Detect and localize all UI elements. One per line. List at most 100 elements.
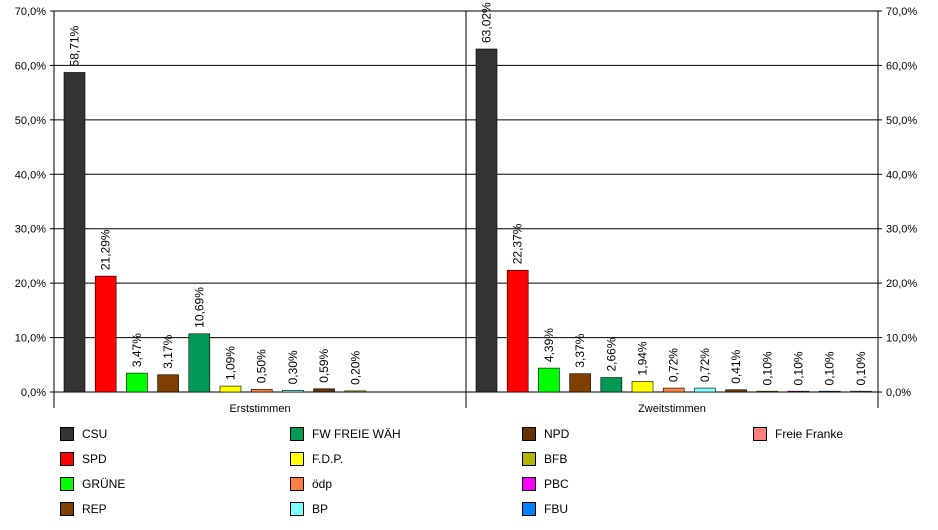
legend-item: FW FREIE WÄH	[290, 426, 401, 442]
data-label: 0,59%	[317, 348, 331, 382]
data-label: 63,02%	[480, 2, 494, 43]
legend-swatch	[522, 477, 536, 491]
data-label: 0,10%	[854, 351, 868, 385]
data-label: 22,37%	[511, 223, 525, 264]
y-tick-label-left: 70,0%	[15, 6, 46, 18]
bar	[631, 381, 654, 393]
y-tick-label-left: 20,0%	[15, 278, 46, 290]
legend-swatch	[60, 427, 74, 441]
bar	[126, 372, 148, 393]
legend-label: F.D.P.	[312, 452, 344, 466]
legend-swatch	[290, 502, 304, 516]
legend-label: ödp	[312, 477, 333, 491]
legend-item: F.D.P.	[290, 451, 343, 467]
legend-item: CSU	[60, 426, 107, 442]
legend-label: FW FREIE WÄH	[312, 427, 401, 441]
y-tick-label-left: 30,0%	[15, 224, 46, 236]
bar	[344, 390, 367, 393]
data-label: 0,10%	[823, 351, 837, 385]
data-label: 3,47%	[130, 333, 144, 367]
y-tick-label-left: 50,0%	[15, 115, 46, 127]
bar	[818, 390, 841, 393]
bar	[850, 390, 872, 393]
y-tick-label-left: 10,0%	[15, 333, 46, 345]
data-label: 1,94%	[636, 341, 650, 375]
x-category-label: Erststimmen	[229, 403, 290, 415]
y-tick-label-right: 20,0%	[886, 278, 917, 290]
legend-swatch	[60, 502, 74, 516]
legend-swatch	[290, 477, 304, 491]
data-label: 3,37%	[573, 333, 587, 367]
data-label: 0,10%	[792, 351, 806, 385]
bar	[694, 387, 716, 393]
legend-swatch	[290, 427, 304, 441]
data-label: 0,72%	[698, 348, 712, 382]
data-label: 21,29%	[99, 229, 113, 270]
y-tick-label-right: 0,0%	[886, 387, 911, 399]
data-label: 0,30%	[286, 350, 300, 384]
legend-label: BP	[312, 502, 329, 516]
y-tick-label-right: 60,0%	[886, 60, 917, 72]
data-label: 0,50%	[255, 349, 269, 383]
bar	[538, 367, 560, 393]
legend-label: REP	[82, 502, 107, 516]
legend-swatch	[522, 427, 536, 441]
legend-label: CSU	[82, 427, 108, 441]
legend-item: GRÜNE	[60, 476, 125, 492]
bar	[756, 390, 779, 393]
bar	[313, 388, 335, 393]
y-tick-label-right: 70,0%	[886, 6, 917, 18]
y-tick-label-right: 30,0%	[886, 224, 917, 236]
legend-item: PBC	[522, 476, 569, 492]
bar	[662, 387, 685, 393]
legend-item: ödp	[290, 476, 332, 492]
legend-swatch	[290, 452, 304, 466]
x-category-label: Zweitstimmen	[638, 403, 706, 415]
y-tick-label-right: 50,0%	[886, 115, 917, 127]
bar	[282, 390, 304, 393]
bar	[188, 333, 211, 393]
data-label: 3,17%	[161, 334, 175, 368]
data-label: 10,69%	[192, 287, 206, 328]
bar	[569, 373, 591, 393]
y-tick-label-left: 60,0%	[15, 60, 46, 72]
bar	[475, 48, 498, 393]
y-tick-label-left: 40,0%	[15, 169, 46, 181]
bar	[787, 390, 810, 393]
legend-label: NPD	[544, 427, 570, 441]
data-label: 1,09%	[224, 346, 238, 380]
data-label: 0,20%	[348, 351, 362, 385]
data-label: 0,72%	[667, 348, 681, 382]
y-tick-label-left: 0,0%	[21, 387, 46, 399]
legend-item: REP	[60, 501, 107, 517]
bar	[219, 385, 242, 393]
legend-label: FBU	[544, 502, 568, 516]
bar	[250, 388, 273, 393]
legend-swatch	[522, 452, 536, 466]
data-label: 0,41%	[729, 349, 743, 383]
bar	[94, 275, 117, 393]
data-label: 58,71%	[68, 25, 82, 66]
bar	[600, 377, 623, 393]
data-label: 2,66%	[604, 337, 618, 371]
legend-item: Freie Franke	[753, 426, 843, 442]
data-label: 4,39%	[542, 328, 556, 362]
legend-swatch	[522, 502, 536, 516]
legend-swatch	[753, 427, 767, 441]
legend-item: FBU	[522, 501, 568, 517]
legend-label: Freie Franke	[775, 427, 844, 441]
legend-swatch	[60, 477, 74, 491]
bar	[506, 269, 529, 393]
legend-label: GRÜNE	[82, 477, 126, 491]
legend-item: NPD	[522, 426, 569, 442]
legend-label: BFB	[544, 452, 568, 466]
bar	[157, 374, 179, 393]
y-tick-label-right: 40,0%	[886, 169, 917, 181]
legend-swatch	[60, 452, 74, 466]
legend-label: SPD	[82, 452, 107, 466]
y-tick-label-right: 10,0%	[886, 333, 917, 345]
legend-item: SPD	[60, 451, 107, 467]
legend-label: PBC	[544, 477, 569, 491]
